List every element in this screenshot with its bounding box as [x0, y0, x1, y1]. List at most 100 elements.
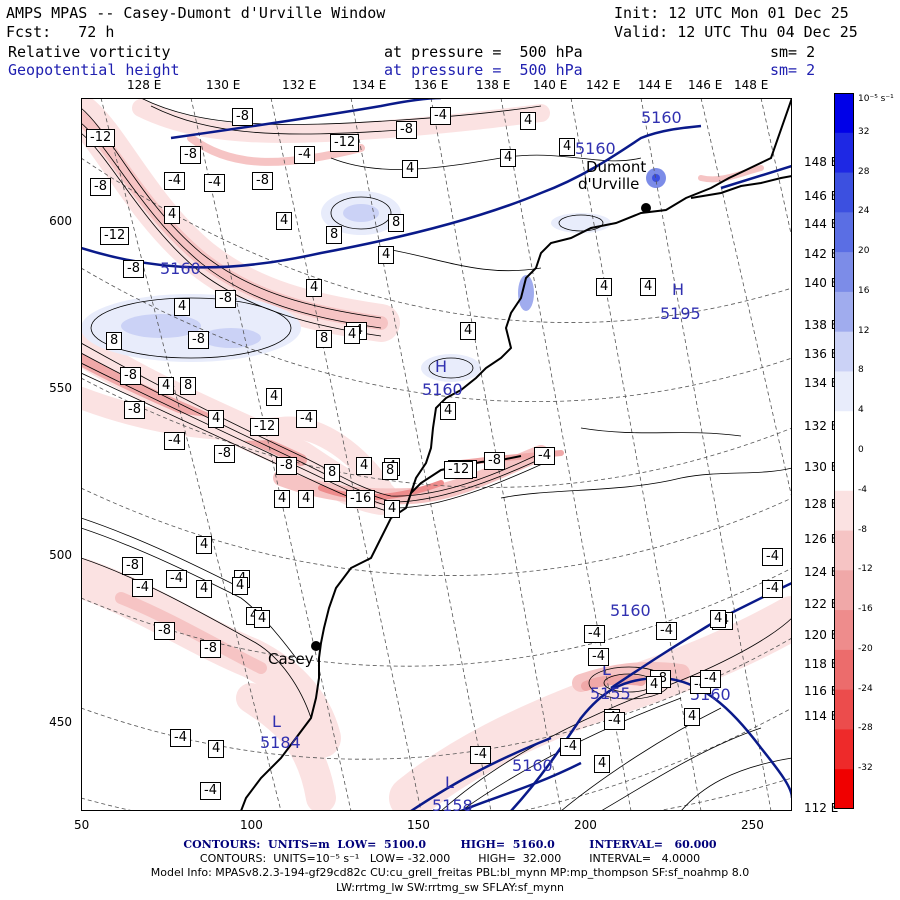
vorticity-contour-label: 4 — [710, 610, 727, 628]
vorticity-contour-label: 8 — [388, 214, 405, 232]
vorticity-contour-label: 4 — [174, 298, 191, 316]
colorbar-swatch — [834, 411, 854, 452]
right-lon-label: 134 E — [804, 376, 839, 390]
vorticity-contour-label: 4 — [298, 490, 315, 508]
vorticity-contour-label: 8 — [180, 377, 197, 395]
vorticity-contour-label: -4 — [470, 746, 491, 764]
colorbar-swatch — [834, 212, 854, 253]
vorticity-contour-label: -8 — [154, 622, 175, 640]
vorticity-contour-label: 4 — [520, 112, 537, 130]
top-lon-label: 140 E — [533, 78, 568, 92]
vorticity-contour-label: -4 — [170, 729, 191, 747]
top-lon-label: 146 E — [688, 78, 723, 92]
vorticity-contour-label: -4 — [584, 625, 605, 643]
height-label: 5195 — [660, 304, 701, 323]
field1-level: at pressure = 500 hPa — [384, 43, 583, 61]
colorbar-swatch — [834, 490, 854, 532]
colorbar-swatch — [834, 331, 854, 372]
top-lon-label: 128 E — [127, 78, 162, 92]
vorticity-contour-label: -8 — [200, 640, 221, 658]
colorbar-tick-label: -8 — [858, 524, 867, 535]
vorticity-contour-label: -8 — [120, 367, 141, 385]
vorticity-contour-label: -4 — [164, 432, 185, 450]
vorticity-contour-label: -8 — [232, 108, 253, 126]
right-lon-label: 132 E — [804, 419, 839, 433]
colorbar-tick-label: 12 — [858, 325, 870, 336]
vorticity-contour-label: -4 — [132, 579, 153, 597]
vorticity-contours — [81, 98, 792, 811]
vorticity-contour-label: -8 — [123, 260, 144, 278]
top-lon-label: 132 E — [282, 78, 317, 92]
vorticity-contour-label: 8 — [316, 330, 333, 348]
vorticity-contour-label: 8 — [382, 462, 399, 480]
colorbar-swatch — [834, 689, 854, 730]
vorticity-contour-label: -8 — [180, 146, 201, 164]
map-panel — [81, 98, 792, 811]
vorticity-contour-label: -8 — [215, 290, 236, 308]
field2-level: at pressure = 500 hPa — [384, 61, 583, 79]
vorticity-contour-label: -8 — [122, 557, 143, 575]
casey-station-marker — [311, 641, 321, 651]
height-label: 5160 — [575, 139, 616, 158]
dumont-label: Dumont — [586, 158, 647, 176]
colorbar-swatch — [834, 291, 854, 333]
field2-smoothing: sm= 2 — [770, 61, 816, 79]
field1-smoothing: sm= 2 — [770, 43, 816, 61]
vorticity-contour-label: 4 — [440, 402, 457, 420]
vorticity-contour-label: -12 — [250, 418, 280, 436]
vorticity-contour-label: -4 — [296, 410, 317, 428]
vorticity-contour-label: 4 — [402, 160, 419, 178]
vorticity-contour-label: -4 — [560, 738, 581, 756]
colorbar-tick-label: -4 — [858, 484, 867, 495]
vorticity-contour-label: -8 — [276, 457, 297, 475]
top-lon-label: 136 E — [414, 78, 449, 92]
forecast-hour: Fcst: 72 h — [6, 23, 115, 41]
vorticity-contour-label: 4 — [254, 610, 271, 628]
vorticity-contour-label: 4 — [274, 490, 291, 508]
height-label: 5160 — [422, 380, 463, 399]
vorticity-contour-label: 8 — [324, 464, 341, 482]
right-lon-label: 142 E — [804, 247, 839, 261]
height-label: 5158 — [432, 796, 473, 815]
high-marker: H — [435, 357, 448, 376]
vorticity-contour-label: -4 — [762, 548, 783, 566]
vorticity-contour-label: 4 — [196, 536, 213, 554]
colorbar-swatch — [834, 93, 854, 134]
top-lon-label: 148 E — [734, 78, 769, 92]
vorticity-contour-label: -4 — [204, 174, 225, 192]
top-lon-label: 142 E — [586, 78, 621, 92]
colorbar-swatch — [834, 172, 854, 213]
colorbar-swatch — [834, 570, 854, 611]
right-lon-label: 148 E — [804, 155, 839, 169]
vorticity-contour-label: 4 — [306, 279, 323, 297]
height-label: 5160 — [512, 756, 553, 775]
vorticity-contour-label: -12 — [86, 129, 116, 147]
x-tick-label: 100 — [240, 818, 263, 832]
vorticity-contour-label: 4 — [646, 676, 663, 694]
right-lon-label: 116 E — [804, 684, 839, 698]
init-time: Init: 12 UTC Mon 01 Dec 25 — [614, 4, 849, 22]
right-lon-label: 138 E — [804, 318, 839, 332]
vorticity-contour-label: 4 — [356, 457, 373, 475]
colorbar-tick-label: 24 — [858, 206, 870, 217]
vorticity-contour-label: -4 — [164, 172, 185, 190]
right-lon-label: 120 E — [804, 628, 839, 642]
low-marker: L — [445, 773, 454, 792]
y-tick-label: 500 — [49, 548, 72, 562]
vorticity-contour-label: 8 — [106, 332, 123, 350]
right-lon-label: 128 E — [804, 497, 839, 511]
x-tick-label: 200 — [574, 818, 597, 832]
vorticity-contour-label: -4 — [200, 782, 221, 800]
vorticity-contour-label: 4 — [596, 278, 613, 296]
vorticity-contour-label: 4 — [196, 580, 213, 598]
casey-label: Casey — [268, 650, 314, 668]
vorticity-contour-label: -4 — [294, 146, 315, 164]
top-lon-label: 134 E — [352, 78, 387, 92]
colorbar-swatch — [834, 530, 854, 571]
dumont-station-marker — [641, 203, 651, 213]
right-lon-label: 126 E — [804, 532, 839, 546]
colorbar-tick-label: 4 — [858, 405, 864, 416]
right-lon-label: 144 E — [804, 217, 839, 231]
valid-time: Valid: 12 UTC Thu 04 Dec 25 — [614, 23, 858, 41]
vorticity-contour-label: 4 — [640, 278, 657, 296]
